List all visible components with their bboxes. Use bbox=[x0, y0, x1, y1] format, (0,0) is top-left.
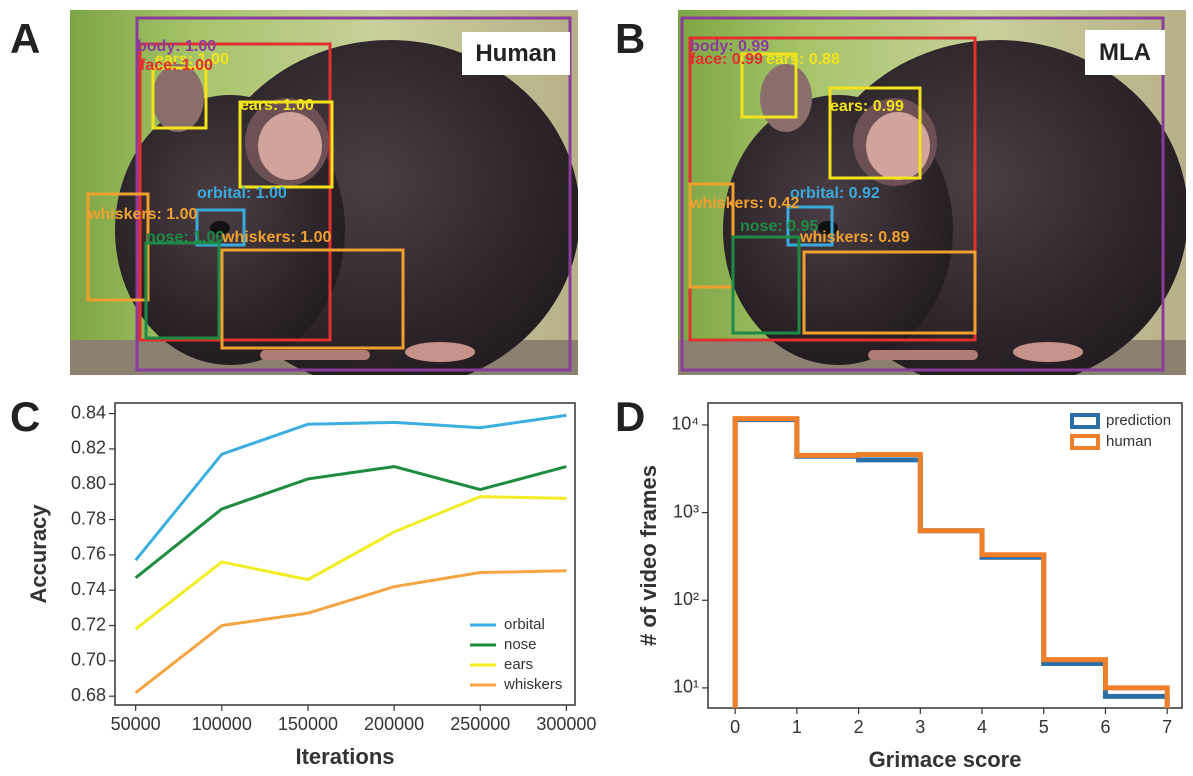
legend-label: whiskers bbox=[503, 676, 562, 693]
y-axis-label: # of video frames bbox=[636, 465, 661, 646]
x-tick-label: 5 bbox=[1039, 717, 1049, 737]
legend-label: nose bbox=[504, 636, 537, 653]
x-tick-label: 100000 bbox=[192, 714, 252, 734]
series-line bbox=[136, 571, 567, 693]
box-label: ears: 1.00 bbox=[240, 97, 314, 114]
y-tick-label: 0.80 bbox=[71, 473, 106, 493]
x-tick-label: 1 bbox=[792, 717, 802, 737]
box-label: orbital: 1.00 bbox=[197, 185, 287, 202]
series-line bbox=[136, 467, 567, 578]
legend-label: orbital bbox=[504, 616, 545, 633]
series-line bbox=[136, 497, 567, 629]
series-line bbox=[136, 415, 567, 560]
legend-swatch bbox=[1072, 436, 1098, 448]
x-tick-label: 150000 bbox=[278, 714, 338, 734]
x-tick-label: 6 bbox=[1100, 717, 1110, 737]
box-label: whiskers: 1.00 bbox=[87, 206, 198, 223]
tag-label: MLA bbox=[1099, 39, 1151, 66]
y-tick-label: 10² bbox=[673, 589, 699, 609]
figure: Abody: 1.00ears: 1.00face: 1.00ears: 1.0… bbox=[0, 0, 1193, 776]
x-tick-label: 200000 bbox=[364, 714, 424, 734]
y-tick-label: 10³ bbox=[673, 501, 699, 521]
box-label: orbital: 0.92 bbox=[790, 185, 880, 202]
legend-label: ears bbox=[504, 656, 533, 673]
box-label: face: 1.00 bbox=[140, 57, 213, 74]
legend-label: human bbox=[1106, 433, 1152, 450]
x-tick-label: 0 bbox=[730, 717, 740, 737]
y-tick-label: 0.74 bbox=[71, 579, 106, 599]
x-tick-label: 2 bbox=[854, 717, 864, 737]
box-label: ears: 0.88 bbox=[766, 51, 840, 68]
y-tick-label: 0.78 bbox=[71, 508, 106, 528]
box-label: whiskers: 0.42 bbox=[689, 195, 800, 212]
box-label: whiskers: 0.89 bbox=[799, 229, 910, 246]
y-tick-label: 10⁴ bbox=[671, 414, 699, 434]
box-label: nose: 1.00 bbox=[146, 229, 224, 246]
x-tick-label: 3 bbox=[915, 717, 925, 737]
y-tick-label: 0.68 bbox=[71, 685, 106, 705]
panel-letter: D bbox=[615, 393, 645, 440]
y-tick-label: 0.72 bbox=[71, 614, 106, 634]
panel-letter: C bbox=[10, 393, 40, 440]
box-label: face: 0.99 bbox=[690, 51, 763, 68]
legend-swatch bbox=[1072, 415, 1098, 427]
box-label: whiskers: 1.00 bbox=[221, 229, 332, 246]
box-label: ears: 0.99 bbox=[830, 98, 904, 115]
tag-label: Human bbox=[475, 40, 556, 67]
legend-label: prediction bbox=[1106, 412, 1171, 429]
y-tick-label: 10¹ bbox=[673, 677, 699, 697]
y-tick-label: 0.70 bbox=[71, 650, 106, 670]
y-tick-label: 0.76 bbox=[71, 544, 106, 564]
x-axis-label: Iterations bbox=[295, 744, 394, 769]
y-tick-label: 0.84 bbox=[71, 402, 106, 422]
panel-letter: B bbox=[615, 15, 645, 62]
x-tick-label: 7 bbox=[1162, 717, 1172, 737]
panel-letter: A bbox=[10, 15, 40, 62]
x-tick-label: 50000 bbox=[111, 714, 161, 734]
x-axis-label: Grimace score bbox=[869, 747, 1022, 772]
y-axis-label: Accuracy bbox=[26, 504, 51, 604]
x-tick-label: 300000 bbox=[536, 714, 596, 734]
y-tick-label: 0.82 bbox=[71, 438, 106, 458]
x-tick-label: 250000 bbox=[450, 714, 510, 734]
x-tick-label: 4 bbox=[977, 717, 987, 737]
